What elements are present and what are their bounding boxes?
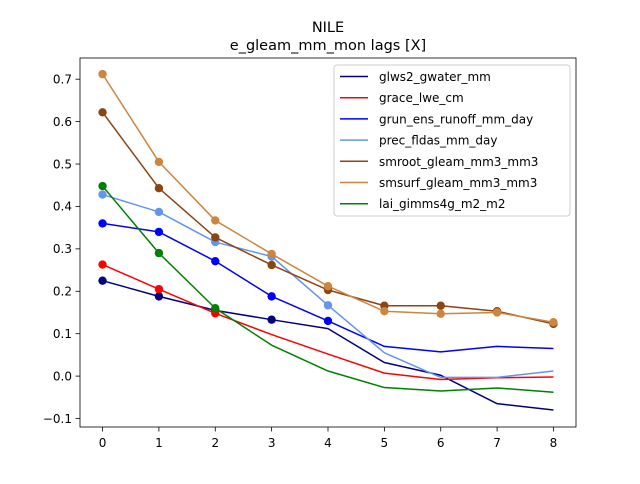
y-tick-label: 0.7 xyxy=(53,73,72,87)
data-point xyxy=(267,249,276,259)
series-layer xyxy=(98,69,558,411)
legend-item-smsurf_gleam_mm3_mm3: smsurf_gleam_mm3_mm3 xyxy=(340,176,537,190)
data-point xyxy=(380,307,389,316)
legend-label: grun_ens_runoff_mm_day xyxy=(379,112,533,126)
x-tick-label: 6 xyxy=(437,436,445,450)
data-point xyxy=(323,301,333,310)
data-point xyxy=(98,276,107,285)
legend-label: smroot_gleam_mm3_mm3 xyxy=(379,155,538,169)
x-tick-label: 2 xyxy=(211,436,219,450)
y-tick-label: −0.1 xyxy=(43,412,72,426)
data-point xyxy=(154,184,164,193)
data-point xyxy=(436,309,445,318)
x-tick-label: 4 xyxy=(324,436,332,450)
data-point xyxy=(267,260,276,270)
legend: glws2_gwater_mm grace_lwe_cm grun_ens_runo… xyxy=(333,64,571,217)
data-point xyxy=(267,292,276,301)
y-tick-label: 0.1 xyxy=(53,327,72,341)
legend-label: smsurf_gleam_mm3_mm3 xyxy=(379,176,537,190)
data-point xyxy=(211,233,220,242)
y-tick-label: 0.6 xyxy=(53,115,72,129)
chart-subtitle: e_gleam_mm_mon lags [X] xyxy=(230,38,426,54)
data-point xyxy=(154,157,164,167)
y-tick-label: 0.4 xyxy=(53,200,72,214)
x-tick-label: 3 xyxy=(268,436,276,450)
y-tick-label: 0.2 xyxy=(53,285,72,299)
data-point xyxy=(98,108,107,117)
data-point xyxy=(267,315,276,324)
data-point xyxy=(154,227,164,237)
data-point xyxy=(98,219,107,228)
data-point xyxy=(98,190,107,199)
data-point xyxy=(154,248,164,258)
y-tick-label: 0.0 xyxy=(53,369,72,383)
data-point xyxy=(98,181,107,191)
data-point xyxy=(154,284,164,294)
legend-item-grun_ens_runoff_mm_day: grun_ens_runoff_mm_day xyxy=(340,112,533,126)
legend-item-prec_fldas_mm_day: prec_fldas_mm_day xyxy=(340,134,498,148)
series-line xyxy=(101,185,554,393)
data-point xyxy=(492,308,502,317)
y-tick-label: 0.5 xyxy=(53,157,72,171)
data-point xyxy=(323,281,333,291)
x-tick-label: 0 xyxy=(99,436,107,450)
series-grace_lwe_cm xyxy=(98,260,554,381)
axis-layer: 0 1 2 3 4 5 6 7 8 −0.1 0.0 0.1 0.2 0.3 0.4 0.5 0.6 0.7 xyxy=(43,57,577,450)
data-point xyxy=(98,69,107,79)
chart-title: NILE xyxy=(312,20,344,36)
series-smsurf_gleam_mm3_mm3 xyxy=(98,69,558,327)
series-lai_gimms4g_m2_m2 xyxy=(98,181,554,393)
data-point xyxy=(154,292,164,301)
legend-label: grace_lwe_cm xyxy=(379,91,464,105)
legend-box xyxy=(333,64,571,217)
data-point xyxy=(323,316,333,326)
data-point xyxy=(211,216,220,225)
legend-label: lai_gimms4g_m2_m2 xyxy=(379,197,506,211)
data-point xyxy=(549,318,558,327)
data-point xyxy=(211,304,220,313)
data-point xyxy=(436,301,445,310)
y-tick-label: 0.3 xyxy=(53,242,72,256)
x-tick-label: 1 xyxy=(155,436,163,450)
legend-item-smroot_gleam_mm3_mm3: smroot_gleam_mm3_mm3 xyxy=(340,155,538,169)
series-line xyxy=(102,263,554,381)
legend-item-grace_lwe_cm: grace_lwe_cm xyxy=(340,91,464,105)
x-tick-label: 7 xyxy=(493,436,501,450)
x-tick-label: 8 xyxy=(550,436,558,450)
legend-item-glws2_gwater_mm: glws2_gwater_mm xyxy=(340,70,491,84)
data-point xyxy=(98,260,107,269)
x-tick-label: 5 xyxy=(381,436,389,450)
legend-label: glws2_gwater_mm xyxy=(379,70,491,84)
legend-item-lai_gimms4g_m2_m2: lai_gimms4g_m2_m2 xyxy=(340,197,506,211)
series-grun_ens_runoff_mm_day xyxy=(98,219,554,353)
series-line xyxy=(102,279,554,411)
data-point xyxy=(154,207,164,217)
legend-label: prec_fldas_mm_day xyxy=(379,134,498,148)
data-point xyxy=(211,256,220,266)
